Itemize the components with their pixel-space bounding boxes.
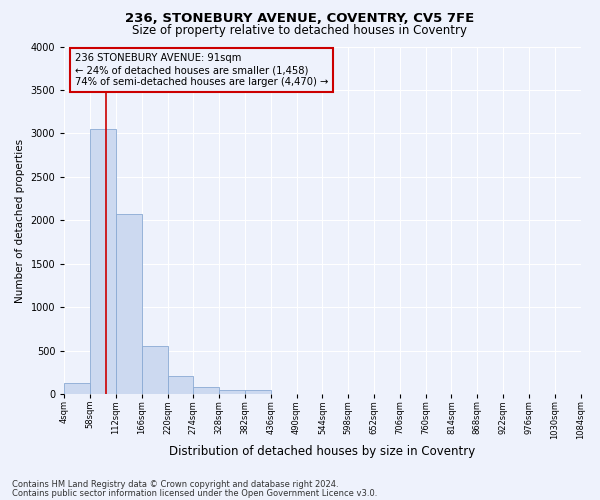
Bar [116, 214, 142, 394]
Bar [193, 387, 219, 394]
Text: 236, STONEBURY AVENUE, COVENTRY, CV5 7FE: 236, STONEBURY AVENUE, COVENTRY, CV5 7FE [125, 12, 475, 26]
Bar [219, 390, 245, 394]
Bar [90, 129, 116, 394]
X-axis label: Distribution of detached houses by size in Coventry: Distribution of detached houses by size … [169, 444, 476, 458]
Y-axis label: Number of detached properties: Number of detached properties [15, 138, 25, 302]
Text: Contains public sector information licensed under the Open Government Licence v3: Contains public sector information licen… [12, 488, 377, 498]
Bar [245, 390, 271, 394]
Bar [64, 383, 90, 394]
Bar [142, 346, 167, 395]
Text: Contains HM Land Registry data © Crown copyright and database right 2024.: Contains HM Land Registry data © Crown c… [12, 480, 338, 489]
Text: Size of property relative to detached houses in Coventry: Size of property relative to detached ho… [133, 24, 467, 37]
Text: 236 STONEBURY AVENUE: 91sqm
← 24% of detached houses are smaller (1,458)
74% of : 236 STONEBURY AVENUE: 91sqm ← 24% of det… [74, 54, 328, 86]
Bar [167, 376, 193, 394]
